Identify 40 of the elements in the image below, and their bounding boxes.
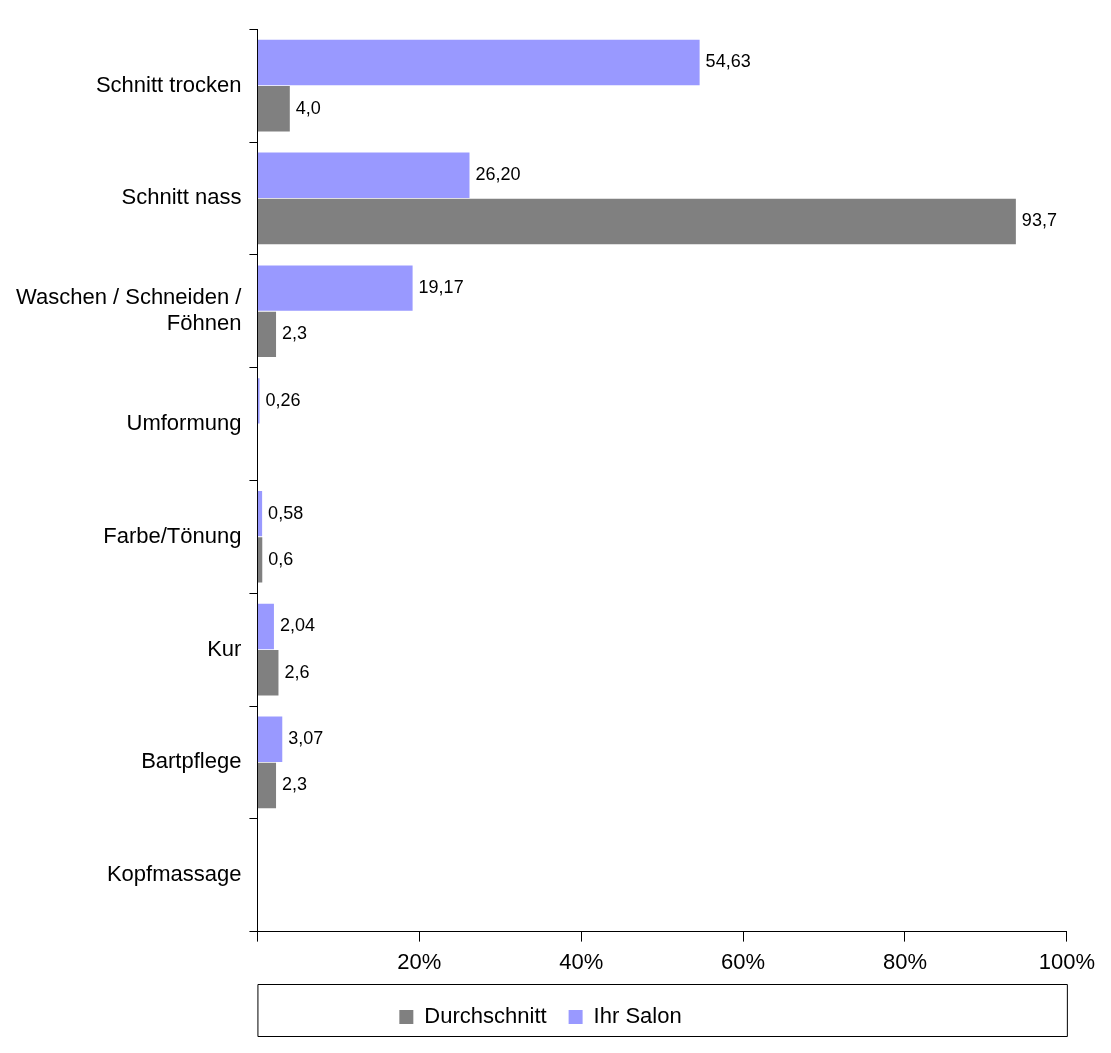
y-tick-label: Kur xyxy=(207,635,242,661)
y-tick-label: Kopfmassage xyxy=(106,861,242,887)
x-tick-label: 80% xyxy=(882,948,927,974)
legend-label: Ihr Salon xyxy=(593,1003,682,1029)
data-label: 3,07 xyxy=(288,728,324,749)
x-tick-label: 40% xyxy=(559,948,604,974)
data-label: 54,63 xyxy=(705,51,751,72)
bar xyxy=(257,762,277,809)
data-label: 93,7 xyxy=(1021,210,1057,231)
bar xyxy=(257,603,274,650)
y-tick-label: Farbe/Tönung xyxy=(103,522,242,548)
bar xyxy=(257,265,413,311)
x-tick-label: 60% xyxy=(721,948,766,974)
bar xyxy=(257,650,279,696)
data-label: 26,20 xyxy=(475,164,521,185)
y-tick-label: Waschen / Schneiden / Föhnen xyxy=(15,284,243,336)
data-label: 2,6 xyxy=(284,661,310,682)
y-tick-label: Schnitt nass xyxy=(121,184,242,210)
data-label: 19,17 xyxy=(418,277,464,298)
x-tick-label: 20% xyxy=(397,948,442,974)
data-label: 2,04 xyxy=(279,615,315,636)
bar xyxy=(257,491,263,537)
bar xyxy=(257,716,283,762)
bar xyxy=(257,311,277,357)
y-tick-label: Umformung xyxy=(126,410,242,436)
bar xyxy=(257,152,470,198)
data-label: 2,3 xyxy=(282,323,308,344)
data-label: 2,3 xyxy=(282,774,308,795)
y-tick-label: Bartpflege xyxy=(141,748,242,774)
x-tick-label: 100% xyxy=(1038,948,1096,974)
data-label: 4,0 xyxy=(295,97,321,118)
data-label: 0,6 xyxy=(268,548,294,569)
bar xyxy=(257,537,263,583)
bar xyxy=(257,198,1016,245)
bar xyxy=(257,86,290,132)
bar xyxy=(257,39,700,86)
data-label: 0,58 xyxy=(268,502,304,523)
data-label: 0,26 xyxy=(265,389,301,410)
legend-label: Durchschnitt xyxy=(424,1003,547,1029)
y-tick-label: Schnitt trocken xyxy=(95,71,242,97)
